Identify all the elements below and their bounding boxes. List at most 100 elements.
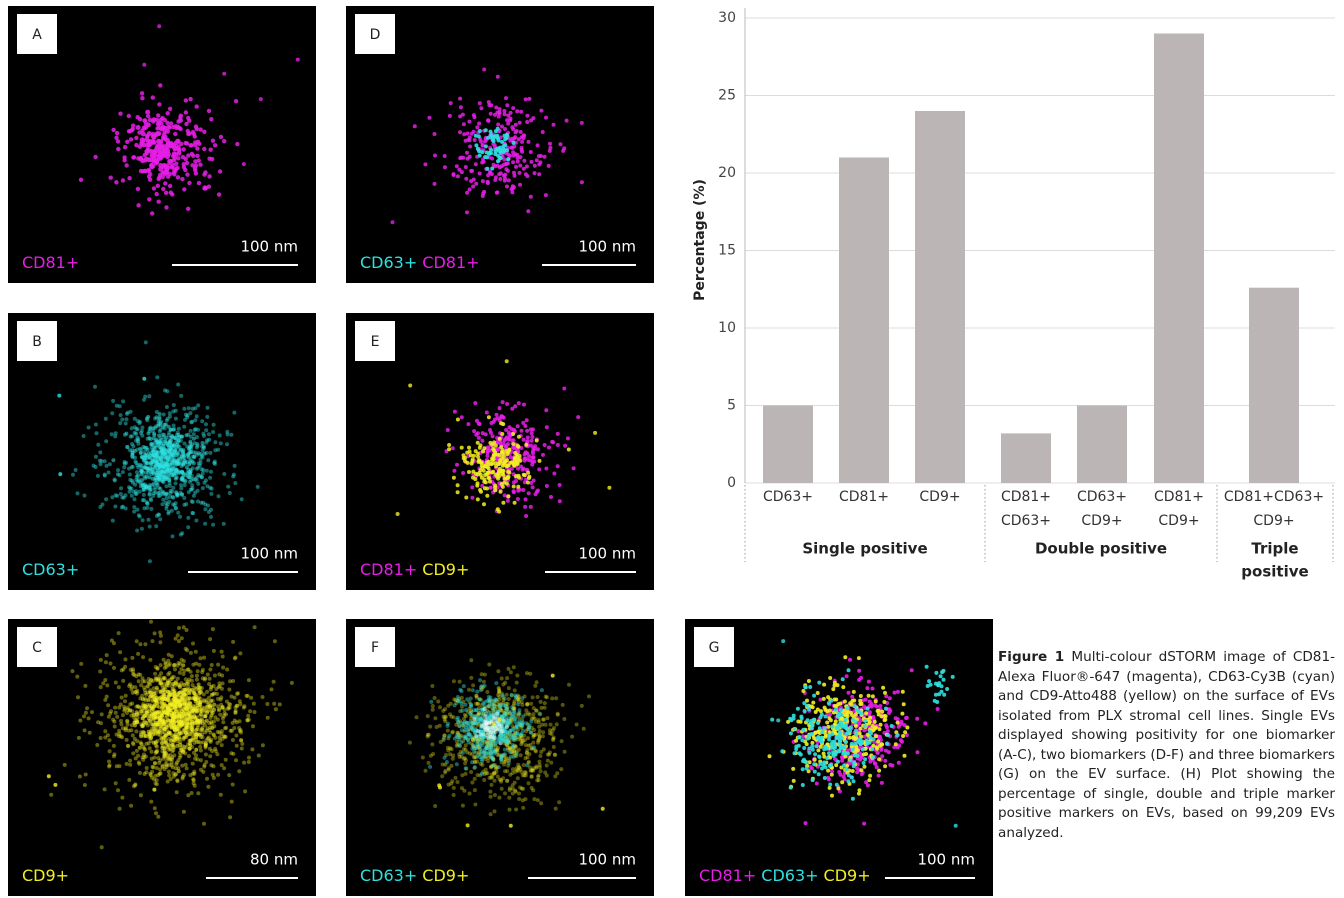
- localization: [174, 766, 178, 770]
- localization: [98, 459, 102, 463]
- localization: [482, 680, 486, 684]
- marker-label: CD63+: [22, 560, 79, 579]
- localization: [499, 445, 503, 449]
- localization: [133, 483, 137, 487]
- localization: [528, 713, 532, 717]
- localization: [487, 704, 491, 708]
- localization: [480, 759, 484, 763]
- localization: [173, 729, 177, 733]
- localization: [494, 106, 498, 110]
- localization: [452, 476, 456, 480]
- localization: [503, 143, 507, 147]
- localization: [113, 706, 117, 710]
- micrograph: GCD81+CD63+CD9+100 nm: [685, 619, 993, 896]
- localization: [172, 712, 176, 716]
- localization: [154, 732, 158, 736]
- localization: [465, 210, 469, 214]
- localization: [109, 176, 113, 180]
- localization: [464, 139, 468, 143]
- localization: [208, 476, 212, 480]
- localization: [83, 783, 87, 787]
- localization: [505, 185, 509, 189]
- localization: [476, 729, 480, 733]
- localization: [509, 455, 513, 459]
- localization: [536, 739, 540, 743]
- localization: [232, 411, 236, 415]
- localization: [505, 482, 509, 486]
- localization: [213, 674, 217, 678]
- localization: [164, 492, 168, 496]
- localization: [142, 493, 146, 497]
- localization: [528, 743, 532, 747]
- localization: [490, 172, 494, 176]
- localization: [111, 458, 115, 462]
- localization: [183, 418, 187, 422]
- localization: [500, 693, 504, 697]
- localization: [485, 494, 489, 498]
- localization: [273, 639, 277, 643]
- localization: [251, 724, 255, 728]
- localization: [157, 463, 161, 467]
- localization: [190, 499, 194, 503]
- localization: [147, 168, 151, 172]
- localization: [485, 451, 489, 455]
- localization: [489, 812, 493, 816]
- localization: [145, 500, 149, 504]
- localization: [562, 387, 566, 391]
- localization: [202, 186, 206, 190]
- localization: [481, 179, 485, 183]
- localization: [168, 681, 172, 685]
- localization: [878, 704, 882, 708]
- localization: [478, 678, 482, 682]
- localization: [182, 503, 186, 507]
- localization: [186, 793, 190, 797]
- localization: [157, 200, 161, 204]
- localization: [252, 702, 256, 706]
- localization: [486, 173, 490, 177]
- localization: [185, 465, 189, 469]
- localization: [549, 723, 553, 727]
- localization: [207, 432, 211, 436]
- localization: [116, 147, 120, 151]
- localization: [117, 734, 121, 738]
- localization: [204, 753, 208, 757]
- localization: [475, 125, 479, 129]
- localization: [142, 377, 146, 381]
- localization: [162, 747, 166, 751]
- localization: [225, 430, 229, 434]
- localization: [210, 709, 214, 713]
- localization: [498, 156, 502, 160]
- localization: [493, 178, 497, 182]
- localization: [187, 691, 191, 695]
- localization: [177, 439, 181, 443]
- localization: [203, 714, 207, 718]
- localization: [119, 486, 123, 490]
- localization: [218, 736, 222, 740]
- localization: [478, 743, 482, 747]
- localization: [196, 791, 200, 795]
- localization: [76, 695, 80, 699]
- localization: [134, 674, 138, 678]
- localization: [517, 721, 521, 725]
- localization: [142, 63, 146, 67]
- localization: [204, 422, 208, 426]
- localization: [544, 116, 548, 120]
- localization: [164, 733, 168, 737]
- localization: [198, 163, 202, 167]
- localization: [501, 400, 505, 404]
- localization: [115, 715, 119, 719]
- localization: [505, 402, 509, 406]
- localization: [135, 749, 139, 753]
- localization: [580, 704, 584, 708]
- localization: [430, 684, 434, 688]
- localization: [82, 714, 86, 718]
- localization: [840, 755, 844, 759]
- localization: [183, 168, 187, 172]
- localization: [469, 770, 473, 774]
- localization: [469, 697, 473, 701]
- localization: [133, 460, 137, 464]
- localization: [199, 712, 203, 716]
- localization: [184, 110, 188, 114]
- localization: [194, 709, 198, 713]
- localization: [138, 156, 143, 161]
